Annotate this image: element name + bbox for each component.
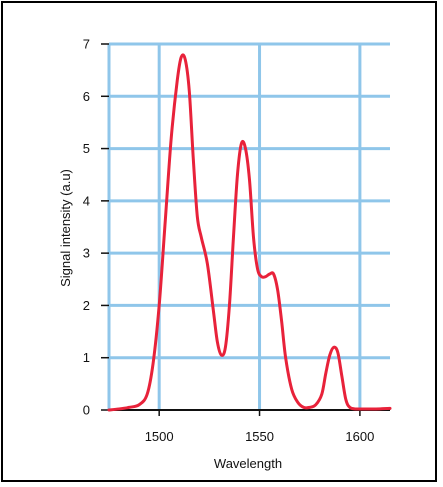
- y-tick-label-5: 5: [83, 141, 90, 156]
- x-tick-label-1600: 1600: [345, 429, 374, 444]
- series-layer: [107, 53, 392, 412]
- x-tick-label-1500: 1500: [145, 429, 174, 444]
- series-line-0: [107, 53, 392, 412]
- x-tick-label-1550: 1550: [245, 429, 274, 444]
- y-axis-title: Signal intensity (a.u): [58, 169, 73, 287]
- y-tick-label-7: 7: [83, 37, 90, 52]
- y-tick-label-1: 1: [83, 350, 90, 365]
- chart-frame: [1, 1, 437, 482]
- y-tick-label-4: 4: [83, 193, 90, 208]
- x-axis-title: Wavelength: [214, 456, 282, 471]
- y-tick-label-0: 0: [83, 403, 90, 418]
- y-tick-labels: 0 1 2 3 4 5 6 7: [83, 37, 109, 418]
- y-tick-label-2: 2: [83, 298, 90, 313]
- y-tick-label-6: 6: [83, 89, 90, 104]
- grid: [109, 42, 390, 410]
- y-tick-label-3: 3: [83, 246, 90, 261]
- x-tick-labels: 1500 1550 1600: [145, 410, 374, 444]
- axes: [107, 44, 390, 411]
